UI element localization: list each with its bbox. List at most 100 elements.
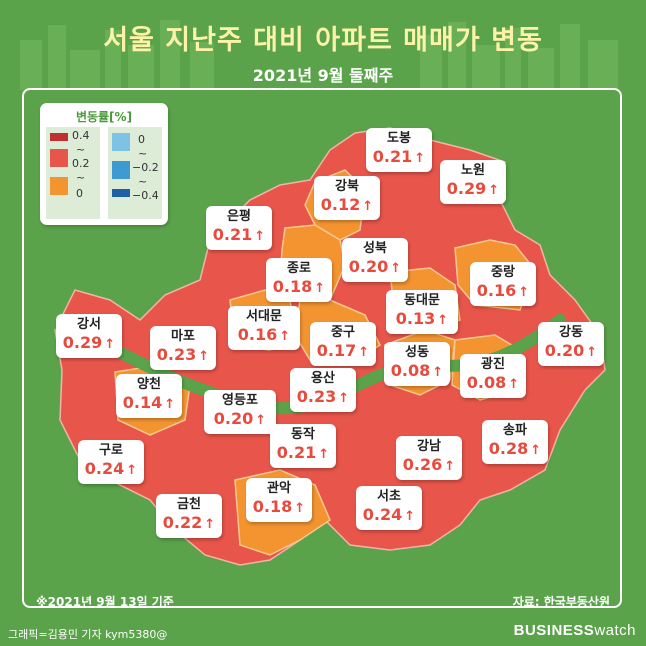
legend-swatch-high bbox=[50, 133, 68, 141]
district-value: 0.21 bbox=[276, 443, 317, 462]
district-value: 0.20 bbox=[213, 409, 254, 428]
map-frame bbox=[22, 88, 622, 608]
district-name: 종로 bbox=[287, 261, 311, 276]
district-label-gangbuk: 강북 0.12 ↑ bbox=[314, 176, 380, 220]
up-arrow-icon: ↑ bbox=[362, 199, 374, 214]
legend-sep: ~ bbox=[76, 143, 86, 156]
district-name: 송파 bbox=[503, 423, 527, 438]
district-label-seodaemun: 서대문 0.16 ↑ bbox=[228, 306, 300, 350]
district-label-dobong: 도봉 0.21 ↑ bbox=[366, 128, 432, 172]
date-note: ※2021년 9월 13일 기준 bbox=[36, 595, 174, 609]
district-name: 노원 bbox=[461, 163, 485, 178]
up-arrow-icon: ↑ bbox=[508, 377, 520, 392]
district-value: 0.08 bbox=[466, 373, 507, 392]
district-label-seongdong: 성동 0.08 ↑ bbox=[384, 342, 450, 386]
district-name: 강서 bbox=[77, 317, 101, 332]
legend-negative-panel: 0 ~ −0.2 ~ −0.4 bbox=[108, 127, 162, 219]
district-label-gwangjin: 광진 0.08 ↑ bbox=[460, 354, 526, 398]
district-value: 0.23 bbox=[156, 345, 197, 364]
district-name: 광진 bbox=[481, 357, 505, 372]
legend-title: 변동률[%] bbox=[75, 110, 133, 124]
district-label-junggu: 중구 0.17 ↑ bbox=[310, 322, 376, 366]
district-value: 0.28 bbox=[488, 439, 529, 458]
district-label-yeongdeungpo: 영등포 0.20 ↑ bbox=[204, 390, 276, 434]
district-label-gwanak: 관악 0.18 ↑ bbox=[246, 478, 312, 522]
district-label-eunpyeong: 은평 0.21 ↑ bbox=[206, 206, 272, 250]
up-arrow-icon: ↑ bbox=[432, 365, 444, 380]
district-value: 0.20 bbox=[348, 257, 389, 276]
district-label-seongbuk: 성북 0.20 ↑ bbox=[342, 238, 408, 282]
district-name: 중랑 bbox=[491, 265, 515, 280]
district-label-jongno: 종로 0.18 ↑ bbox=[266, 258, 332, 302]
up-arrow-icon: ↑ bbox=[104, 337, 116, 352]
district-name: 도봉 bbox=[387, 131, 411, 146]
up-arrow-icon: ↑ bbox=[318, 447, 330, 462]
up-arrow-icon: ↑ bbox=[198, 349, 210, 364]
up-arrow-icon: ↑ bbox=[414, 151, 426, 166]
district-name: 양천 bbox=[137, 377, 161, 392]
brand-light: watch bbox=[594, 622, 636, 639]
district-name: 동대문 bbox=[404, 293, 440, 308]
up-arrow-icon: ↑ bbox=[338, 391, 350, 406]
district-name: 강남 bbox=[417, 439, 441, 454]
district-name: 성동 bbox=[405, 345, 429, 360]
up-arrow-icon: ↑ bbox=[254, 229, 266, 244]
district-value: 0.12 bbox=[320, 195, 361, 214]
up-arrow-icon: ↑ bbox=[204, 517, 216, 532]
up-arrow-icon: ↑ bbox=[488, 183, 500, 198]
legend-sep: ~ bbox=[76, 171, 86, 184]
up-arrow-icon: ↑ bbox=[530, 443, 542, 458]
up-arrow-icon: ↑ bbox=[164, 397, 176, 412]
up-arrow-icon: ↑ bbox=[586, 345, 598, 360]
legend-neg-max: −0.4 bbox=[132, 189, 159, 202]
legend-pos-min: 0 bbox=[76, 187, 83, 200]
district-value: 0.26 bbox=[402, 455, 443, 474]
legend: 변동률[%] 0.4 ~ 0.2 ~ 0 0 ~ −0.2 ~ −0.4 bbox=[40, 103, 168, 225]
district-name: 서초 bbox=[377, 489, 401, 504]
district-label-songpa: 송파 0.28 ↑ bbox=[482, 420, 548, 464]
district-value: 0.22 bbox=[162, 513, 203, 532]
legend-pos-mid: 0.2 bbox=[72, 157, 90, 170]
up-arrow-icon: ↑ bbox=[444, 459, 456, 474]
up-arrow-icon: ↑ bbox=[314, 281, 326, 296]
source-note: 자료: 한국부동산원 bbox=[512, 595, 610, 609]
up-arrow-icon: ↑ bbox=[294, 501, 306, 516]
district-label-seocho: 서초 0.24 ↑ bbox=[356, 486, 422, 530]
legend-sep: ~ bbox=[138, 175, 148, 188]
district-name: 관악 bbox=[267, 481, 291, 496]
up-arrow-icon: ↑ bbox=[358, 345, 370, 360]
district-value: 0.14 bbox=[122, 393, 163, 412]
district-label-gangseo: 강서 0.29 ↑ bbox=[56, 314, 122, 358]
district-label-geumcheon: 금천 0.22 ↑ bbox=[156, 494, 222, 538]
district-name: 은평 bbox=[227, 209, 251, 224]
page-subtitle: 2021년 9월 둘째주 bbox=[252, 66, 394, 85]
district-label-nowon: 노원 0.29 ↑ bbox=[440, 160, 506, 204]
district-name: 강동 bbox=[559, 325, 583, 340]
district-label-dongdaemun: 동대문 0.13 ↑ bbox=[386, 290, 458, 334]
district-label-yangcheon: 양천 0.14 ↑ bbox=[116, 374, 182, 418]
legend-sep: ~ bbox=[138, 147, 148, 160]
legend-neg-mid: −0.2 bbox=[132, 161, 159, 174]
district-value: 0.18 bbox=[252, 497, 293, 516]
up-arrow-icon: ↑ bbox=[404, 509, 416, 524]
district-name: 금천 bbox=[177, 497, 201, 512]
district-value: 0.24 bbox=[84, 459, 125, 478]
district-value: 0.16 bbox=[476, 281, 517, 300]
up-arrow-icon: ↑ bbox=[437, 313, 449, 328]
legend-neg-min: 0 bbox=[138, 133, 145, 146]
legend-swatch-neg-mid bbox=[112, 161, 130, 179]
district-value: 0.29 bbox=[62, 333, 103, 352]
legend-swatch-neg-high bbox=[112, 189, 130, 197]
district-label-jungnang: 중랑 0.16 ↑ bbox=[470, 262, 536, 306]
up-arrow-icon: ↑ bbox=[518, 285, 530, 300]
district-label-dongjak: 동작 0.21 ↑ bbox=[270, 424, 336, 468]
legend-swatch-mid bbox=[50, 149, 68, 167]
district-value: 0.16 bbox=[237, 325, 278, 344]
brand-bold: BUSINESS bbox=[513, 622, 595, 639]
district-value: 0.18 bbox=[272, 277, 313, 296]
district-value: 0.24 bbox=[362, 505, 403, 524]
district-name: 강북 bbox=[335, 179, 359, 194]
page-title: 서울 지난주 대비 아파트 매매가 변동 bbox=[103, 25, 543, 56]
legend-positive-panel: 0.4 ~ 0.2 ~ 0 bbox=[46, 127, 100, 219]
district-name: 서대문 bbox=[246, 309, 282, 324]
